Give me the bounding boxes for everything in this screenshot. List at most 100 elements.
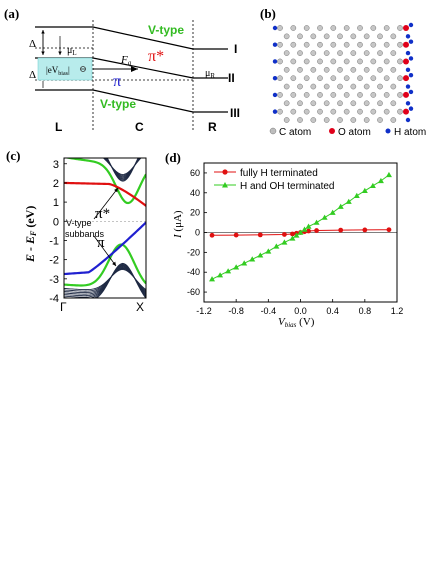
c-atom — [377, 66, 383, 73]
c-atom — [370, 25, 377, 31]
band-ytick-label: -2 — [49, 255, 59, 267]
band-ytick-label: 1 — [53, 197, 59, 209]
o-atom — [403, 41, 409, 48]
annot-pi: π — [97, 235, 105, 251]
legend-marker-h — [222, 169, 228, 175]
panel-a-label: (a) — [4, 6, 19, 21]
c-atom — [330, 108, 337, 115]
c-atom — [303, 108, 310, 115]
c-atom — [377, 33, 383, 40]
iv-point-h — [209, 232, 215, 238]
c-atom — [390, 83, 397, 90]
iv-xlabel: Vbias (V) — [278, 316, 315, 329]
c-atom — [363, 100, 370, 107]
panel-b: (b) C atom O atom H atom — [260, 6, 426, 138]
c-atom — [343, 108, 350, 115]
c-atom — [390, 33, 397, 40]
valence-subband — [64, 266, 146, 295]
pi-star-label: π* — [148, 48, 164, 65]
c-atom — [337, 50, 343, 56]
pi-band — [64, 221, 146, 276]
c-atom — [363, 66, 370, 73]
c-atom — [277, 41, 283, 48]
annot-pi-star: π* — [95, 206, 110, 222]
c-atom — [337, 33, 343, 40]
c-atom — [370, 58, 377, 65]
iv-point-hoh — [289, 235, 296, 241]
legend-label-hoh: H and OH terminated — [240, 181, 335, 192]
c-atom — [297, 100, 303, 107]
band-x-gamma: Γ — [60, 300, 67, 314]
c-atom — [390, 50, 397, 56]
c-atom — [370, 75, 377, 82]
h-atom — [405, 101, 411, 106]
v-type-bottom-label: V-type — [100, 97, 136, 111]
c-atom — [317, 108, 323, 115]
h-atom — [405, 117, 411, 123]
o-atom — [403, 25, 409, 31]
c-atom — [343, 92, 350, 98]
c-atom — [397, 41, 403, 48]
c-atom — [323, 66, 330, 73]
iv-point-hoh — [345, 198, 352, 204]
o-atom — [403, 91, 409, 98]
c-atom — [370, 92, 377, 98]
band-ytick-label: -4 — [49, 293, 59, 305]
legend-label-h: fully H terminated — [240, 168, 318, 179]
o-atom — [403, 58, 409, 65]
c-atom — [297, 66, 303, 73]
c-atom — [330, 92, 337, 98]
iv-point-hoh — [385, 171, 392, 178]
legend-o-label: O atom — [338, 127, 371, 138]
c-atom — [397, 92, 403, 98]
c-atom — [277, 75, 283, 82]
iv-point-hoh — [217, 272, 224, 278]
c-atom — [317, 58, 323, 65]
c-atom — [377, 83, 383, 90]
pi-star-band — [64, 181, 146, 207]
c-atom — [290, 92, 297, 98]
band-ylabel: E - EF (eV) — [23, 206, 38, 263]
c-atom — [337, 100, 343, 107]
c-atom — [370, 41, 377, 48]
iv-point-hoh — [305, 223, 312, 229]
iv-point-hoh — [209, 276, 216, 282]
c-atom — [397, 25, 403, 31]
iv-point-hoh — [329, 209, 336, 215]
c-atom — [283, 100, 290, 107]
c-atom — [277, 108, 283, 115]
band-structure — [64, 158, 146, 298]
iv-xtick-label: -0.8 — [228, 306, 244, 316]
panel-d-label: (d) — [165, 150, 181, 165]
band-ytick-label: -1 — [49, 235, 59, 247]
c-atom — [390, 100, 397, 107]
c-atom — [303, 58, 310, 65]
band-frame — [63, 157, 147, 299]
c-atom — [350, 117, 357, 123]
c-atom — [383, 41, 390, 48]
h-atom — [405, 50, 411, 56]
c-atom — [363, 117, 370, 123]
c-atom — [357, 75, 363, 82]
h-atom — [272, 75, 278, 81]
c-atom — [303, 92, 310, 98]
c-atom — [343, 58, 350, 65]
iv-point-hoh — [313, 219, 320, 225]
c-atom — [390, 66, 397, 73]
iv-ytick-label: -40 — [187, 267, 200, 277]
c-atom — [323, 33, 330, 40]
h-atom — [408, 106, 414, 111]
c-atom — [390, 117, 397, 123]
iv-xtick-label: -0.4 — [261, 306, 277, 316]
delta-mid: Δ — [29, 69, 36, 81]
iv-ytick-label: 40 — [190, 188, 200, 198]
bias-window — [37, 57, 93, 81]
valence-subband — [95, 262, 146, 298]
level-III-line — [35, 89, 228, 113]
c-atom — [383, 75, 390, 82]
c-atom — [377, 50, 383, 56]
iv-ytick-label: 20 — [190, 208, 200, 218]
band-x-x: X — [136, 300, 144, 314]
iv-point-h — [257, 232, 263, 238]
